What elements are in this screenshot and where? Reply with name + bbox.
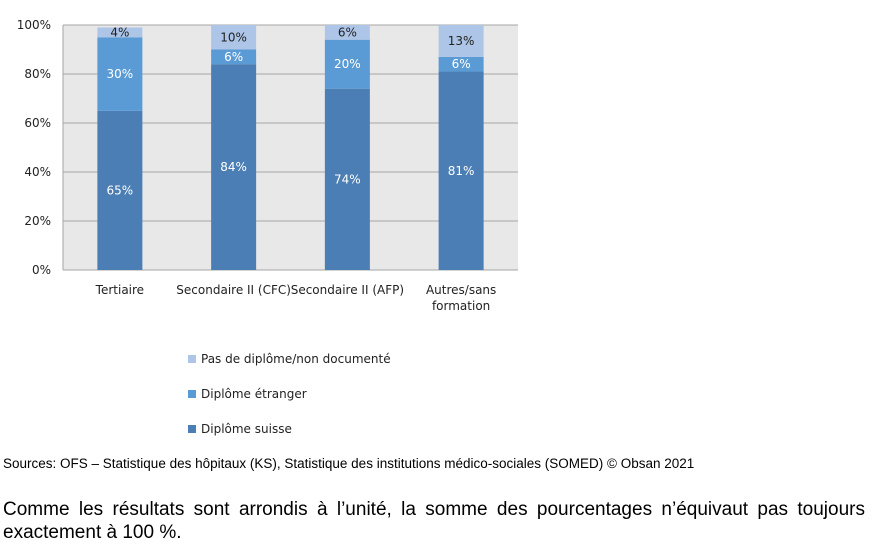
stacked-bar-chart: 0% 20% 40% 60% 80% 100% 65% 30% 4% Tertiaire 84% 6%… [17, 18, 518, 313]
bar-segment [211, 49, 257, 65]
bar-segment [211, 64, 257, 270]
bar-segment [438, 56, 484, 72]
y-tick-label: 40% [24, 165, 51, 179]
data-label: 84% [220, 160, 247, 174]
bar-segment [324, 88, 370, 270]
data-label: 81% [448, 164, 475, 178]
data-label: 6% [224, 50, 243, 64]
x-tick-label: Tertiaire [95, 283, 144, 297]
bar-segment [324, 39, 370, 89]
legend-label-swiss-diploma: Diplôme suisse [201, 422, 292, 436]
x-tick-label: Secondaire II (AFP) [291, 283, 404, 297]
data-label: 30% [107, 67, 134, 81]
data-label: 6% [338, 25, 357, 39]
note-text: Comme les résultats sont arrondis à l’un… [3, 499, 865, 543]
legend-item-swiss-diploma: Diplôme suisse [188, 420, 391, 438]
legend-item-no-diploma: Pas de diplôme/non documenté [188, 350, 391, 368]
data-label: 13% [448, 34, 475, 48]
data-label: 10% [220, 30, 247, 44]
legend-swatch-no-diploma [188, 355, 196, 363]
bar-segment [324, 25, 370, 40]
x-tick-label: Autres/sans [426, 283, 496, 297]
legend: Pas de diplôme/non documenté Diplôme étr… [188, 350, 391, 455]
bar-segment [97, 27, 143, 38]
bar-segment [438, 25, 484, 57]
data-label: 74% [334, 172, 361, 186]
data-label: 20% [334, 57, 361, 71]
y-tick-label: 60% [24, 116, 51, 130]
y-tick-label: 100% [17, 18, 51, 32]
legend-label-foreign-diploma: Diplôme étranger [201, 387, 307, 401]
data-label: 4% [110, 25, 129, 39]
y-tick-label: 80% [24, 67, 51, 81]
x-tick-label: Secondaire II (CFC) [176, 283, 291, 297]
bar-segment [438, 71, 484, 270]
data-label: 6% [452, 57, 471, 71]
bar-segment [211, 25, 257, 50]
y-tick-label: 0% [32, 263, 51, 277]
legend-swatch-foreign-diploma [188, 390, 196, 398]
source-text: Sources: OFS – Statistique des hôpitaux … [3, 456, 695, 471]
x-tick-label: formation [432, 299, 490, 313]
legend-swatch-swiss-diploma [188, 425, 196, 433]
bar-segment [97, 110, 143, 270]
legend-label-no-diploma: Pas de diplôme/non documenté [201, 352, 391, 366]
data-label: 65% [107, 183, 134, 197]
legend-item-foreign-diploma: Diplôme étranger [188, 385, 391, 403]
y-tick-label: 20% [24, 214, 51, 228]
bar-segment [97, 37, 143, 111]
